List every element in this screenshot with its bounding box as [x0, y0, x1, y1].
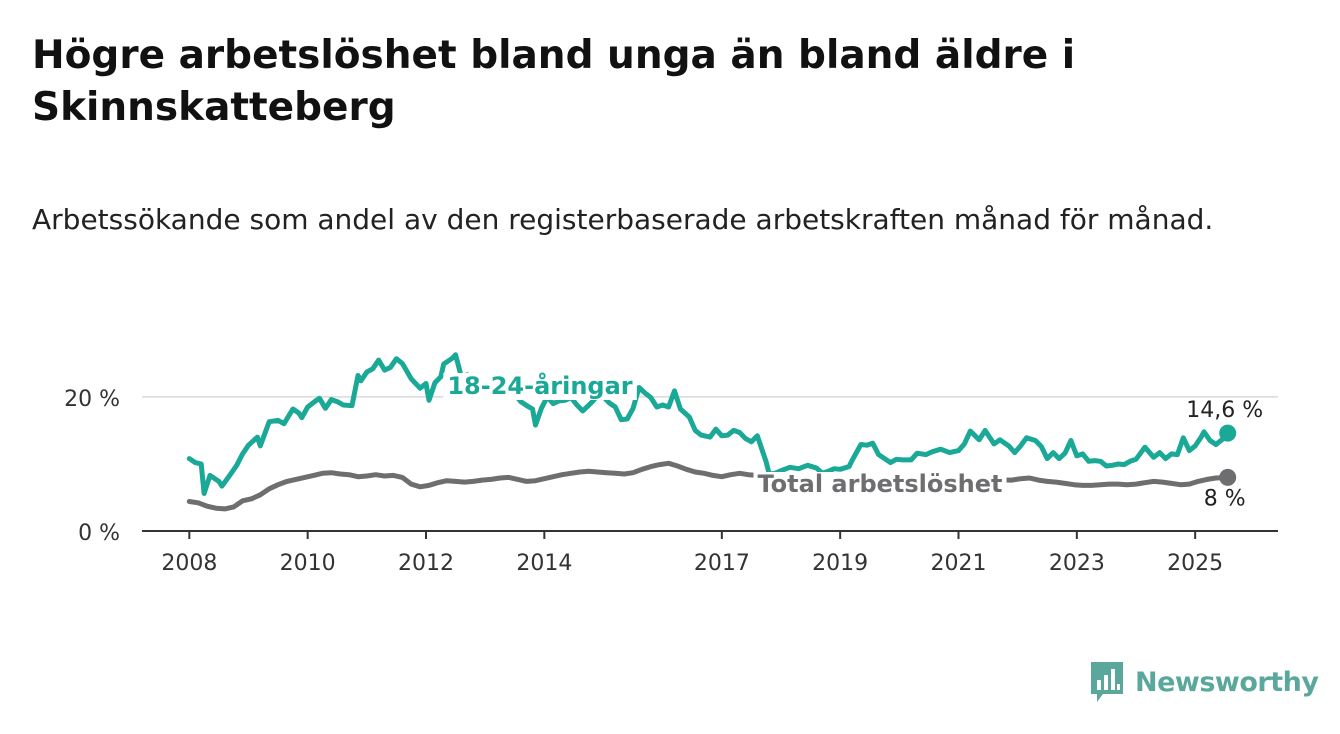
series-name-halo	[443, 373, 637, 400]
x-tick-label: 2012	[398, 551, 454, 576]
x-tick-label: 2014	[516, 551, 572, 576]
series-end-label-0: 14,6 %	[1186, 398, 1263, 423]
series-line-0	[186, 352, 1231, 496]
brand-name: Newsworthy	[1135, 666, 1319, 698]
x-tick-label: 2023	[1049, 551, 1105, 576]
x-tick-label: 2010	[280, 551, 336, 576]
series-name-text: 18-24-åringar	[447, 371, 632, 400]
x-axis: 2008 2010 2012 2014 2017 2019 2021 2023 2025	[142, 530, 1278, 576]
x-tick-label: 2021	[931, 551, 987, 576]
y-tick-label: 20 %	[64, 387, 120, 412]
series-end-label-1: 8 %	[1204, 486, 1246, 511]
x-tick-label: 2019	[812, 551, 868, 576]
chart-title: Högre arbetslöshet bland unga än bland ä…	[32, 33, 1076, 130]
series-layer	[186, 352, 1237, 512]
label-layer: 14,6 % 8 % 18-24-åringar Total arbetslöshet	[443, 371, 1263, 511]
y-tick-label: 0 %	[78, 521, 120, 546]
grid-layer: 0 % 20 %	[64, 387, 1278, 546]
series-name-halo	[753, 472, 1007, 498]
bar-chart-logo-icon	[1091, 662, 1123, 702]
series-name-label-1: Total arbetslöshet	[753, 470, 1007, 498]
series-end-point-1	[1219, 468, 1237, 486]
x-tick-label: 2025	[1167, 551, 1223, 576]
x-tick-label: 2017	[694, 551, 750, 576]
line-chart: 0 % 20 % 2008 2010 2012 2014 2017 2019 2021 2023…	[64, 352, 1278, 576]
newsworthy-logo: Newsworthy	[1089, 660, 1319, 704]
series-end-point-0	[1219, 424, 1237, 442]
series-name-label-0: 18-24-åringar	[443, 371, 637, 400]
x-tick-label: 2008	[161, 551, 217, 576]
chart-subtitle: Arbetssökande som andel av den registerb…	[32, 203, 1214, 236]
series-line-1	[186, 460, 1231, 512]
series-name-text: Total arbetslöshet	[757, 470, 1002, 498]
